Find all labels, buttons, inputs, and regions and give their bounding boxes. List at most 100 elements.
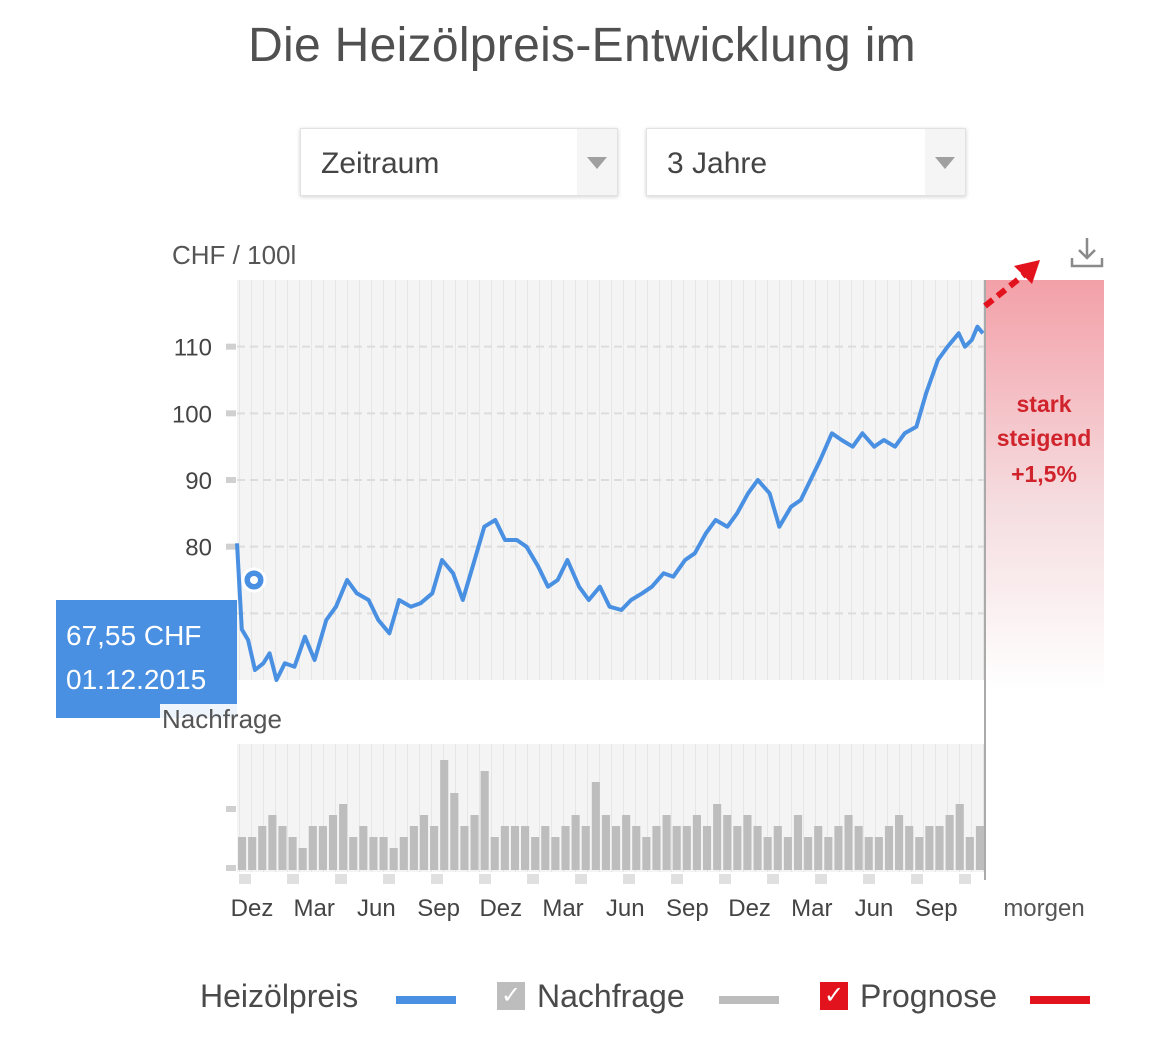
range-select[interactable]: 3 Jahre — [646, 128, 966, 196]
x-axis-band — [743, 874, 755, 884]
demand-bar — [430, 826, 439, 870]
demand-bar — [702, 826, 712, 870]
demand-bar — [733, 826, 742, 870]
tooltip-marker[interactable] — [241, 567, 267, 593]
x-tick-label: Sep — [666, 895, 709, 922]
demand-bar — [884, 826, 894, 870]
tooltip-date: 01.12.2015 — [66, 664, 207, 695]
demand-tick-mark — [226, 865, 236, 871]
x-tick-label: Dez — [728, 895, 771, 922]
x-axis-band — [719, 874, 731, 884]
demand-bar — [783, 837, 792, 870]
demand-bar — [662, 815, 671, 870]
x-tick-label: Jun — [606, 895, 645, 922]
demand-bar — [248, 837, 257, 870]
x-axis-band — [551, 874, 563, 884]
demand-tick-mark — [226, 806, 236, 812]
demand-bar — [652, 826, 661, 870]
demand-bar — [258, 826, 267, 870]
x-axis-band — [935, 874, 947, 884]
legend-demand-swatch — [719, 996, 779, 1004]
demand-axis-label: Nachfrage — [160, 704, 288, 735]
tooltip-price: 67,55 CHF — [66, 620, 202, 651]
demand-bar — [622, 815, 631, 870]
legend-demand-label: Nachfrage — [537, 978, 685, 1014]
demand-bar — [419, 815, 429, 870]
x-axis-band — [311, 874, 323, 884]
range-select-value: 3 Jahre — [667, 147, 768, 180]
demand-checkbox-icon[interactable]: ✓ — [497, 982, 525, 1010]
x-axis-band — [359, 874, 371, 884]
demand-bar — [328, 815, 338, 870]
demand-bar — [389, 848, 398, 870]
x-axis-band — [791, 874, 803, 884]
x-axis-band — [479, 874, 491, 884]
download-icon[interactable] — [1068, 234, 1106, 272]
demand-bar — [854, 826, 863, 870]
forecast-x-label: morgen — [1003, 895, 1084, 922]
x-axis-band — [695, 874, 707, 884]
demand-bar — [672, 826, 681, 870]
y-tick-mark — [226, 543, 236, 550]
x-axis-band — [263, 874, 275, 884]
demand-bar — [298, 848, 307, 870]
x-tick-label: Dez — [479, 895, 522, 922]
demand-bar — [834, 826, 843, 870]
legend-forecast-label: Prognose — [860, 978, 997, 1014]
demand-bar — [915, 837, 924, 870]
demand-bar — [612, 826, 621, 870]
forecast-arrow — [983, 267, 1032, 309]
page-title: Die Heizölpreis-Entwicklung im — [248, 19, 916, 72]
x-tick-label: Dez — [231, 895, 274, 922]
demand-bar — [460, 826, 469, 870]
demand-bar — [500, 826, 509, 870]
forecast-area — [985, 280, 1104, 690]
legend-forecast-swatch — [1030, 996, 1090, 1004]
demand-bar — [561, 826, 570, 870]
x-tick-label: Jun — [357, 895, 396, 922]
demand-bar — [490, 837, 499, 870]
x-axis-band — [383, 874, 395, 884]
demand-bar — [409, 826, 418, 870]
demand-bar — [318, 826, 327, 870]
forecast-checkbox-icon[interactable]: ✓ — [820, 982, 848, 1010]
demand-bar — [440, 760, 449, 870]
demand-bar — [773, 826, 782, 870]
demand-bar — [349, 837, 358, 870]
y-tick-label: 80 — [185, 535, 212, 562]
demand-bar — [874, 837, 883, 870]
x-axis-band — [911, 874, 923, 884]
demand-bar — [895, 815, 904, 870]
x-axis-band — [239, 874, 251, 884]
demand-bar — [955, 804, 964, 870]
demand-bar — [975, 826, 984, 870]
price-tooltip: 67,55 CHF 01.12.2015 — [56, 600, 237, 718]
x-axis-band — [575, 874, 587, 884]
demand-bar — [965, 837, 974, 870]
demand-bar — [571, 815, 580, 870]
demand-bar — [369, 837, 378, 870]
demand-bar — [824, 837, 833, 870]
demand-bar — [521, 826, 530, 870]
demand-bar — [450, 793, 459, 870]
forecast-arrow-head — [1014, 260, 1040, 284]
forecast-text-1: stark — [1017, 391, 1072, 417]
period-select[interactable]: Zeitraum — [300, 128, 618, 196]
x-axis-band — [335, 874, 347, 884]
x-axis-band — [815, 874, 827, 884]
demand-bar — [945, 815, 954, 870]
x-tick-label: Mar — [542, 895, 583, 922]
x-tick-label: Sep — [915, 895, 958, 922]
chevron-down-icon[interactable] — [925, 129, 965, 195]
demand-bar — [844, 815, 853, 870]
x-axis-band — [503, 874, 515, 884]
demand-bar — [288, 837, 297, 870]
x-tick-label: Jun — [855, 895, 894, 922]
demand-bar — [399, 837, 408, 870]
chevron-down-icon[interactable] — [577, 129, 617, 195]
x-axis-band — [839, 874, 851, 884]
x-axis-band — [647, 874, 659, 884]
demand-bar — [935, 826, 944, 870]
demand-bar — [814, 826, 823, 870]
